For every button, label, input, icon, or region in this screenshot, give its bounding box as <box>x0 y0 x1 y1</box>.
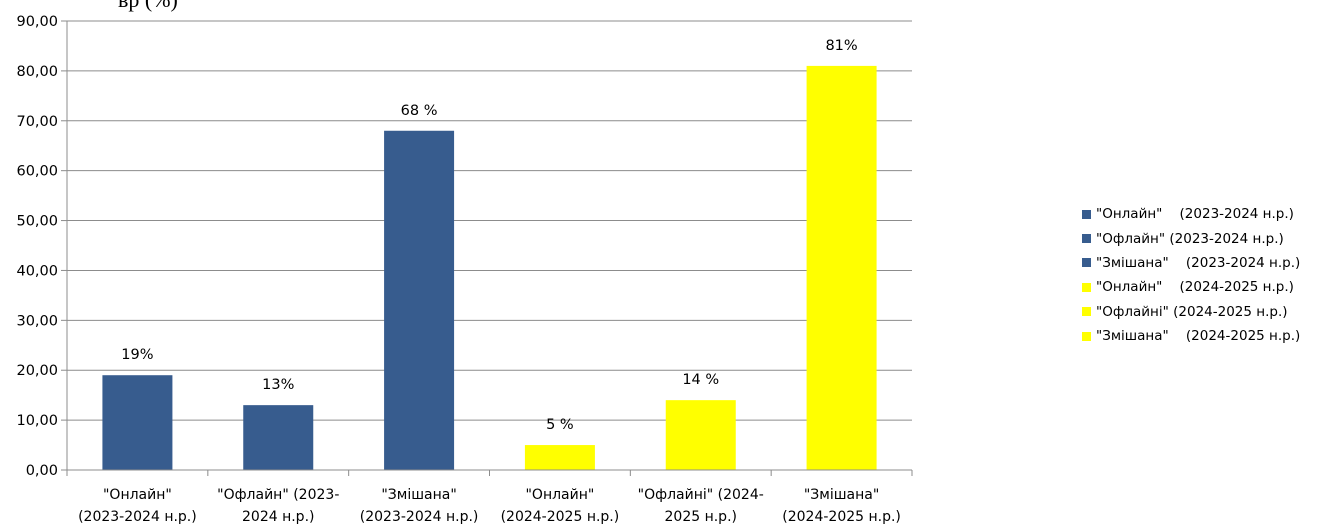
legend-swatch <box>1082 209 1091 219</box>
y-tick-label: 60,00 <box>16 164 58 180</box>
legend-item: "Онлайн" (2024-2025 н.р.) <box>1082 275 1300 299</box>
y-tick-label: 0,00 <box>26 463 58 479</box>
legend-item: "Офлайн" (2023-2024 н.р.) <box>1082 226 1300 250</box>
bar <box>243 405 314 470</box>
chart-title-clipped: вр (%) <box>118 0 178 12</box>
y-tick-label: 90,00 <box>16 14 58 30</box>
x-tick-label-line: (2023-2024 н.р.) <box>78 509 197 525</box>
x-tick-label-line: "Змішана" <box>381 487 456 503</box>
legend-label: "Онлайн" (2023-2024 н.р.) <box>1096 206 1294 223</box>
bar <box>384 130 455 470</box>
legend: "Онлайн" (2023-2024 н.р.) "Офлайн" (2023-… <box>1082 202 1300 348</box>
x-tick-label-line: "Офлайні" (2024- <box>638 487 764 503</box>
y-tick-label: 20,00 <box>16 363 58 379</box>
legend-item: "Офлайні" (2024-2025 н.р.) <box>1082 300 1300 324</box>
legend-swatch <box>1082 234 1091 244</box>
x-tick-label-line: 2024 н.р.) <box>242 509 314 525</box>
legend-item: "Змішана" (2023-2024 н.р.) <box>1082 251 1300 275</box>
legend-swatch <box>1082 331 1091 341</box>
legend-label: "Змішана" (2024-2025 н.р.) <box>1096 328 1301 345</box>
x-tick-label: "Офлайні" (2024- 2025 н.р.) <box>638 487 764 525</box>
y-tick-labels: 0,00 10,00 20,00 30,00 40,00 50,00 60,00 70,00 8… <box>16 14 58 479</box>
x-tick-label-line: (2023-2024 н.р.) <box>360 509 479 525</box>
x-tick-label-line: "Онлайн" <box>103 487 172 503</box>
bar <box>665 400 736 470</box>
x-tick-label-line: 2025 н.р.) <box>665 509 737 525</box>
legend-label: "Офлайн" (2023-2024 н.р.) <box>1096 230 1284 247</box>
gridlines <box>67 20 912 421</box>
data-label: 19% <box>121 347 153 363</box>
data-label: 13% <box>262 377 294 393</box>
data-labels: 19% 13% 68 % 5 % 14 % 81% <box>121 38 857 433</box>
x-tick-label-line: "Онлайн" <box>525 487 594 503</box>
x-tick-label-line: (2024-2025 н.р.) <box>501 509 620 525</box>
y-tick-label: 80,00 <box>16 64 58 80</box>
y-tick-label: 50,00 <box>16 214 58 230</box>
data-label: 81% <box>825 38 857 54</box>
axes <box>61 20 913 476</box>
x-tick-label: "Змішана" (2024-2025 н.р.) <box>782 487 901 525</box>
x-tick-label-line: "Змішана" <box>804 487 879 503</box>
legend-item: "Онлайн" (2023-2024 н.р.) <box>1082 202 1300 226</box>
legend-label: "Офлайні" (2024-2025 н.р.) <box>1096 303 1288 320</box>
x-tick-labels: "Онлайн" (2023-2024 н.р.) "Офлайн" (2023- 2… <box>78 487 901 525</box>
bar <box>806 65 877 471</box>
y-tick-label: 70,00 <box>16 114 58 130</box>
bar <box>524 445 595 470</box>
x-tick-label: "Офлайн" (2023- 2024 н.р.) <box>217 487 339 525</box>
legend-label: "Онлайн" (2024-2025 н.р.) <box>1096 279 1294 296</box>
data-label: 68 % <box>401 103 438 119</box>
legend-label: "Змішана" (2023-2024 н.р.) <box>1096 254 1301 271</box>
legend-swatch <box>1082 307 1091 317</box>
x-tick-label: "Змішана" (2023-2024 н.р.) <box>360 487 479 525</box>
bars <box>102 65 877 471</box>
legend-item: "Змішана" (2024-2025 н.р.) <box>1082 324 1300 348</box>
x-tick-label-line: "Офлайн" (2023- <box>217 487 339 503</box>
x-tick-label: "Онлайн" (2023-2024 н.р.) <box>78 487 197 525</box>
x-tick-label: "Онлайн" (2024-2025 н.р.) <box>501 487 620 525</box>
bar <box>102 375 173 470</box>
x-tick-label-line: (2024-2025 н.р.) <box>782 509 901 525</box>
data-label: 14 % <box>682 372 719 388</box>
y-tick-label: 10,00 <box>16 413 58 429</box>
y-tick-label: 30,00 <box>16 313 58 329</box>
data-label: 5 % <box>546 417 574 433</box>
legend-swatch <box>1082 282 1091 292</box>
legend-swatch <box>1082 258 1091 268</box>
y-tick-label: 40,00 <box>16 263 58 279</box>
